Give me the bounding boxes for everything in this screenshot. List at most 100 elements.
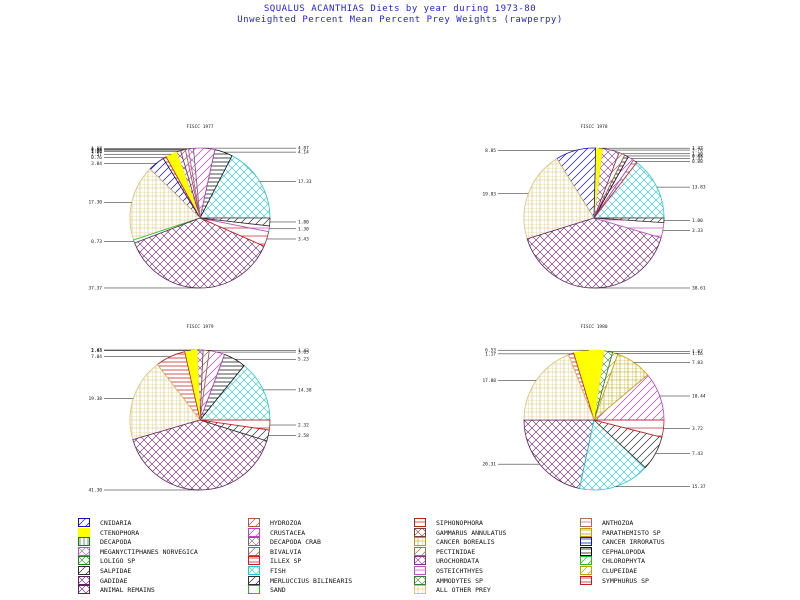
slice-label: 4.87 <box>298 146 309 152</box>
legend-swatch <box>580 575 592 585</box>
legend-label: ALL OTHER PREY <box>436 586 491 595</box>
legend-swatch <box>248 546 260 556</box>
legend-label: PARATHEMISTO SP <box>602 528 661 537</box>
pie-slice-fish <box>579 419 646 491</box>
legend-swatch <box>580 518 592 527</box>
slice-label: 38.61 <box>692 285 706 291</box>
legend-swatch <box>78 585 90 595</box>
legend-swatch <box>78 537 90 547</box>
legend-swatch <box>78 518 90 527</box>
legend-label: SALPIDAE <box>100 567 132 575</box>
slice-label: 37.37 <box>88 285 102 291</box>
legend-swatch <box>414 546 426 556</box>
slice-label: 3.84 <box>91 161 102 167</box>
legend-label: SAND <box>270 586 286 595</box>
slice-label: 19.83 <box>482 191 496 197</box>
legend-label: UROCHORDATA <box>436 557 480 566</box>
slice-label: 1.16 <box>692 351 703 357</box>
slice-label: 17.33 <box>298 179 312 185</box>
slice-label: 20.31 <box>482 462 496 468</box>
pie-slice-all_other <box>129 168 201 241</box>
slice-label: 0.88 <box>692 159 703 165</box>
pie-title: FISCC 1979 <box>186 324 213 330</box>
legend-swatch <box>248 537 260 547</box>
legend-label: FISH <box>270 567 286 575</box>
slice-label: 14.38 <box>298 387 312 393</box>
slice-label: 1.87 <box>692 349 703 355</box>
legend-label: CANCER IRRORATUS <box>602 538 665 547</box>
legend-label: ILLEX SP <box>270 557 302 566</box>
slice-label: 10.44 <box>692 393 706 399</box>
legend-swatch <box>414 518 426 527</box>
pie-slice-siphonophora <box>199 419 271 431</box>
slice-label: 7.83 <box>692 360 703 366</box>
legend-swatch <box>580 546 592 556</box>
legend-swatch <box>414 556 426 566</box>
slice-label: 3.65 <box>298 350 309 356</box>
legend-swatch <box>78 556 90 566</box>
legend-swatch <box>414 566 426 575</box>
slice-label: 3.76 <box>692 148 703 154</box>
slice-label: 1.09 <box>91 148 102 154</box>
legend-label: CNIDARIA <box>100 519 132 527</box>
legend-swatch <box>248 585 260 595</box>
chart-title-block: SQUALUS ACANTHIAS Diets by year during 1… <box>0 4 800 26</box>
pie-title: FISCC 1980 <box>580 324 607 330</box>
legend-label: GADIDAE <box>100 576 128 585</box>
legend-swatch <box>248 527 260 537</box>
legend-swatch <box>78 575 90 585</box>
slice-label: 1.30 <box>692 151 703 157</box>
slice-label: 17.30 <box>88 200 102 206</box>
legend-swatch <box>78 527 90 537</box>
slice-label: 1.43 <box>298 348 309 354</box>
legend-label: GAMMARUS ANNULATUS <box>436 528 507 537</box>
legend-label: CRUSTACEA <box>270 528 306 537</box>
legend-swatch <box>248 566 260 575</box>
legend-swatch <box>580 537 592 547</box>
legend-swatch <box>78 566 90 575</box>
pie-charts-canvas: FISCC 197717.334.144.871.170.681.091.002… <box>88 124 706 493</box>
pie-slice-all_other <box>129 363 201 441</box>
slice-label: 0.88 <box>692 153 703 159</box>
legend-swatch <box>580 527 592 537</box>
legend-label: MEGANYCTIPHANES NORVEGICA <box>100 547 198 556</box>
slice-label: 8.85 <box>485 148 496 154</box>
pie-title: FISCC 1978 <box>580 124 607 130</box>
slice-label: 2.58 <box>298 433 309 439</box>
slice-label: 0.76 <box>91 155 102 161</box>
slice-label: 15.37 <box>692 484 706 490</box>
slice-label: 3.43 <box>298 236 309 242</box>
pie-slice-merluccius <box>199 217 271 227</box>
legend-label: AMMODYTES SP <box>436 576 483 585</box>
slice-label: 3.33 <box>692 228 703 234</box>
slice-label: 0.68 <box>91 147 102 153</box>
legend-swatch <box>248 518 260 527</box>
legend-label: DECAPODA <box>100 538 132 547</box>
legend-swatch <box>580 556 592 566</box>
slice-label: 3.72 <box>692 426 703 432</box>
slice-label: 19.38 <box>88 396 102 402</box>
slice-label: 1.32 <box>692 156 703 162</box>
slice-label: 2.84 <box>91 348 102 354</box>
slice-label: 2.57 <box>91 152 102 158</box>
legend-label: CTENOPHORA <box>100 528 140 537</box>
chart-title: SQUALUS ACANTHIAS Diets by year during 1… <box>263 4 537 14</box>
pie-slice-all_other <box>523 354 595 421</box>
slice-label: 7.04 <box>91 354 102 360</box>
slice-label: 1.80 <box>298 219 309 225</box>
legend-label: LOLIGO SP <box>100 557 136 566</box>
slice-label: 1.17 <box>485 351 496 357</box>
slice-label: 1.43 <box>91 348 102 354</box>
legend-label: PECTINIDAE <box>436 547 476 556</box>
pie-chart-4: FISCC 1980 10.44 7.83 1.161.87 6.531.17 17.88… <box>482 324 706 491</box>
slice-label: 1.43 <box>692 146 703 152</box>
slice-label: 13.83 <box>692 185 706 191</box>
pie-chart-3: FISCC 197914.385.233.651.431.432.847.041… <box>88 324 311 493</box>
legend-label: ANIMAL REMAINS <box>100 586 155 595</box>
slice-label: 2.32 <box>298 423 309 429</box>
legend-label: DECAPODA CRAB <box>270 538 321 547</box>
legend-swatch <box>414 585 426 595</box>
pie-chart-1: FISCC 1977 17.33 4.144.87 1.170.681.091.002… <box>88 124 311 291</box>
slice-label: 1.00 <box>692 218 703 224</box>
legend-label: SIPHONOPHORA <box>436 519 483 527</box>
